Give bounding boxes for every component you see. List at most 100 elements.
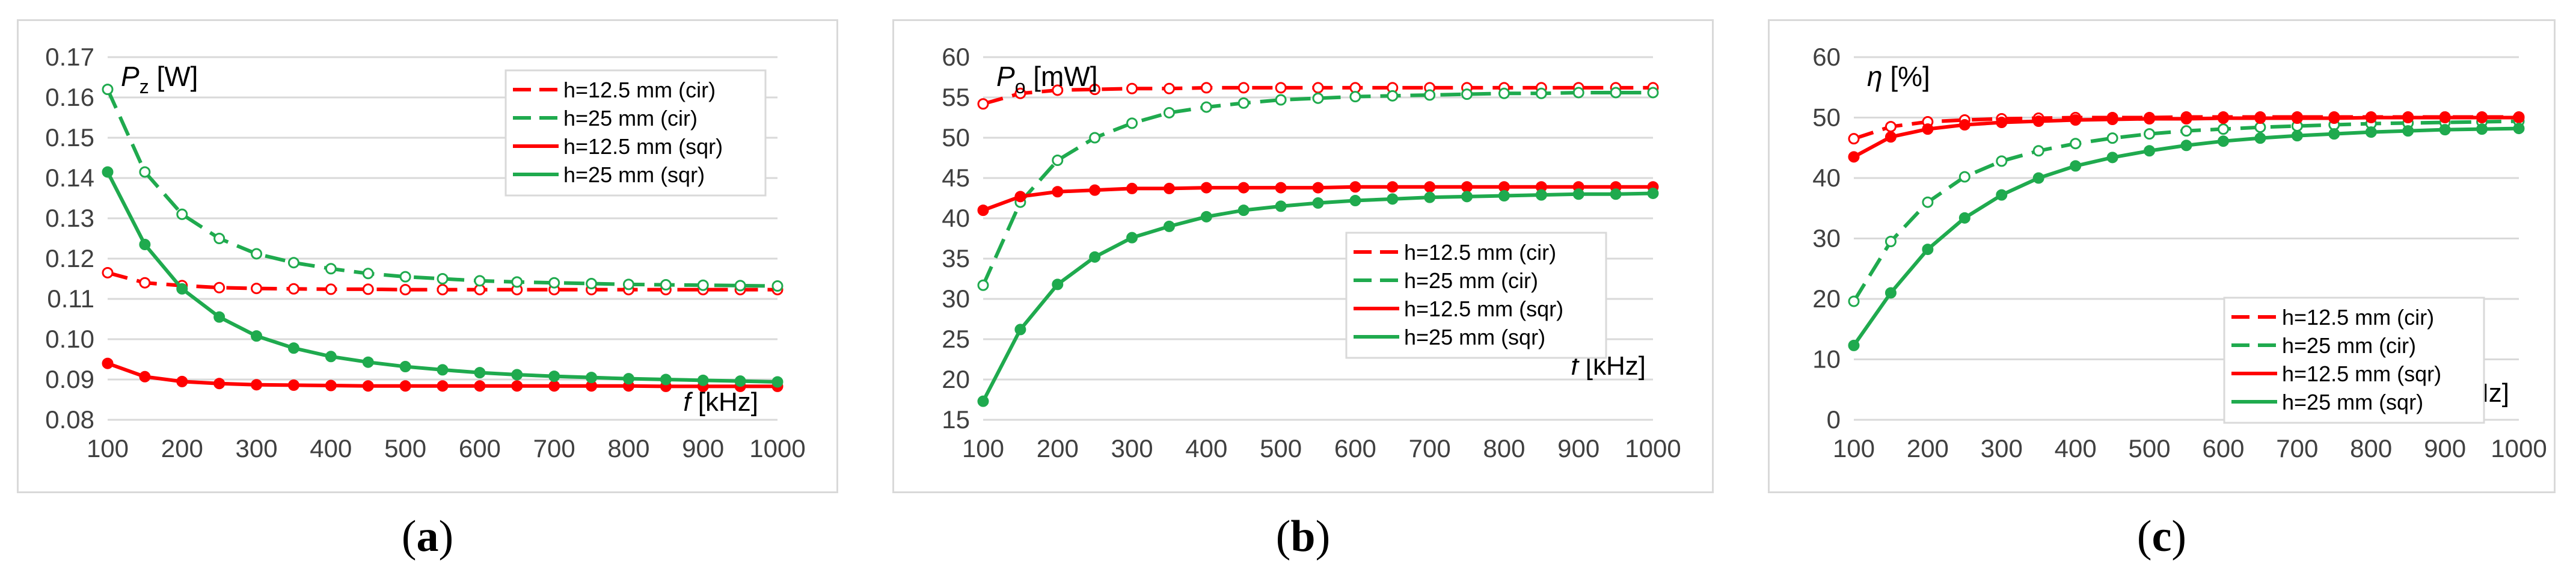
data-point <box>399 284 411 296</box>
y-tick-label: 50 <box>942 123 970 152</box>
data-point <box>1610 87 1622 99</box>
legend-label: h=25 mm (sqr) <box>2282 390 2423 414</box>
data-point <box>2106 114 2118 126</box>
data-point <box>1126 182 1138 194</box>
data-point <box>1958 119 1970 131</box>
x-tick-label: 200 <box>161 434 203 463</box>
x-tick-label: 600 <box>459 434 501 463</box>
data-point <box>1848 133 1860 145</box>
data-point <box>474 367 486 379</box>
data-point <box>1848 339 1860 351</box>
y-tick-label: 0.11 <box>47 284 94 313</box>
data-point <box>622 278 634 290</box>
data-point <box>511 276 523 288</box>
x-tick-label: 300 <box>1981 434 2023 463</box>
data-point <box>1163 220 1175 232</box>
caption-a: (a) <box>401 512 454 561</box>
data-point <box>139 239 151 251</box>
y-tick-label: 35 <box>942 244 970 272</box>
data-point <box>213 311 225 323</box>
y-tick-label: 0.16 <box>45 83 94 111</box>
data-point <box>1884 236 1897 248</box>
data-point <box>399 380 411 392</box>
legend-label: h=25 mm (cir) <box>1404 268 1538 293</box>
data-point <box>1089 184 1101 196</box>
y-tick-label: 0.14 <box>45 164 94 192</box>
data-point <box>1535 189 1547 201</box>
data-point <box>977 204 989 217</box>
data-point <box>1461 181 1473 193</box>
data-point <box>474 380 486 392</box>
data-point <box>1572 87 1584 99</box>
data-point <box>1014 87 1026 99</box>
data-point <box>176 283 188 295</box>
x-tick-label: 700 <box>533 434 575 463</box>
x-tick-label: 100 <box>1833 434 1875 463</box>
data-point <box>2217 135 2229 147</box>
data-point <box>1996 117 2008 129</box>
data-point <box>1237 97 1250 109</box>
data-point <box>1884 131 1897 143</box>
y-tick-label: 0.15 <box>45 123 94 152</box>
data-point <box>1237 82 1250 94</box>
data-point <box>1052 186 1064 198</box>
data-point <box>287 379 299 391</box>
data-point <box>1922 244 1934 256</box>
data-point <box>1275 94 1287 106</box>
x-tick-label: 500 <box>384 434 426 463</box>
x-tick-label: 300 <box>236 434 278 463</box>
data-point <box>2439 124 2451 136</box>
data-point <box>102 266 114 278</box>
data-point <box>176 375 188 387</box>
legend-label: h=12.5 mm (cir) <box>563 78 716 102</box>
data-point <box>213 281 225 294</box>
data-point <box>2180 113 2192 125</box>
data-point <box>660 279 672 291</box>
data-point <box>734 375 746 387</box>
x-tick-label: 200 <box>1037 434 1079 463</box>
y-tick-label: 50 <box>1812 103 1841 132</box>
x-tick-label: 100 <box>87 434 129 463</box>
data-point <box>1996 155 2008 167</box>
data-point <box>287 342 299 354</box>
data-point <box>2402 125 2414 137</box>
data-point <box>2144 128 2156 140</box>
data-point <box>1848 151 1860 163</box>
data-point <box>287 257 299 269</box>
y-tick-label: 0 <box>1827 405 1841 434</box>
data-point <box>1424 89 1436 101</box>
data-point <box>1884 287 1897 299</box>
data-point <box>2144 113 2156 125</box>
data-point <box>977 98 989 110</box>
data-point <box>399 271 411 283</box>
y-tick-label: 20 <box>1812 284 1841 313</box>
y-tick-label: 25 <box>942 325 970 353</box>
data-point <box>977 395 989 407</box>
data-point <box>362 356 374 368</box>
data-point <box>1126 232 1138 244</box>
x-tick-label: 700 <box>1409 434 1451 463</box>
data-point <box>1163 106 1175 118</box>
chart-panel-b: 15 20 25 30 35 40 45 50 55 60 100 200 300 400 500 600 70… <box>892 19 1714 493</box>
data-point <box>1312 182 1324 194</box>
legend-label: h=12.5 mm (cir) <box>2282 305 2434 330</box>
data-point <box>1349 91 1361 103</box>
data-point <box>102 84 114 96</box>
chart-a-svg: 0.08 0.09 0.10 0.11 0.12 0.13 0.14 0.15 0.16 0.17… <box>45 43 805 463</box>
data-point <box>1052 84 1064 96</box>
y-tick-label: 0.09 <box>45 365 94 393</box>
data-point <box>2032 172 2044 184</box>
y-tick-label: 60 <box>1812 43 1841 71</box>
data-point <box>2106 152 2118 164</box>
data-point <box>1498 87 1510 99</box>
y-tick-label: 0.10 <box>45 325 94 353</box>
data-point <box>2402 112 2414 123</box>
data-point <box>2106 132 2118 144</box>
x-tick-label: 500 <box>1260 434 1302 463</box>
y-tick-label: 60 <box>942 43 970 71</box>
data-point <box>251 379 263 391</box>
data-point <box>102 357 114 369</box>
x-tick-label: 800 <box>2350 434 2392 463</box>
data-point <box>2328 112 2340 124</box>
y-tick-label: 40 <box>942 204 970 232</box>
